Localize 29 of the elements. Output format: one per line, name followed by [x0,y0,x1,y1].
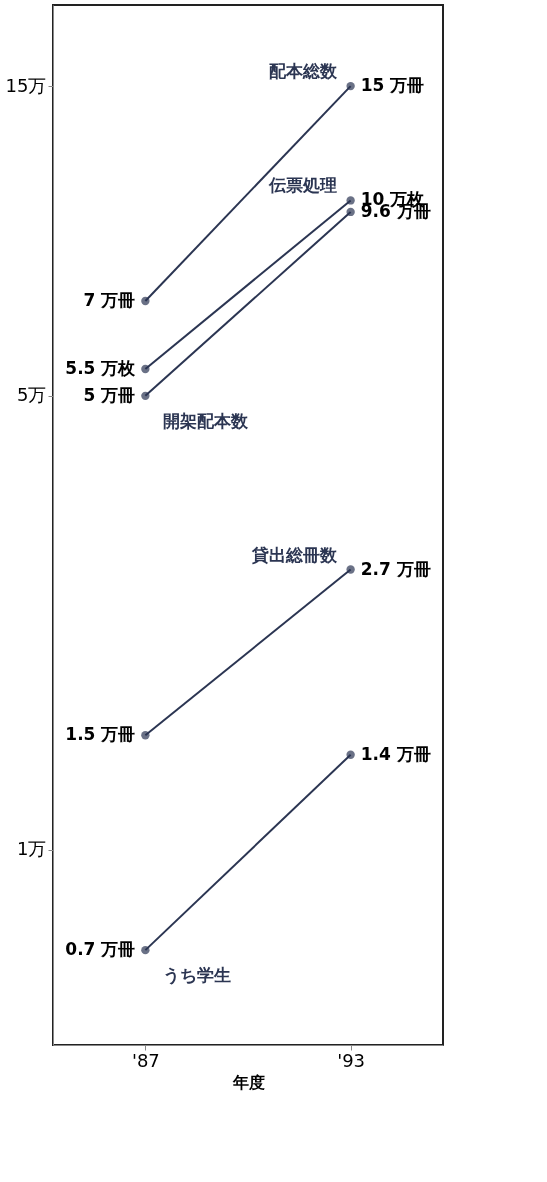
point [346,565,355,574]
data-label: 1.5 万冊 [65,724,136,745]
point [346,81,355,91]
point [141,731,150,740]
y-tick-label: 15万 [5,74,47,96]
data-label: 15 万冊 [360,75,425,96]
data-label: 7 万冊 [83,289,136,310]
data-label: 5.5 万枚 [65,357,137,378]
point [346,750,355,759]
point [141,296,150,306]
series-label: 開架配本数 [163,410,250,431]
series-label: うち学生 [163,965,232,986]
data-label: 0.7 万冊 [65,939,136,960]
point [346,196,355,205]
series-label: 配本総数 [268,61,338,82]
x-tick-label: '93 [337,1049,366,1071]
data-label: 2.7 万冊 [360,558,431,579]
x-axis-title: 年度 [231,1072,265,1092]
series-label: 伝票処理 [267,175,337,196]
data-label: 1.4 万冊 [360,743,431,764]
series-label: 貸出総冊数 [250,544,338,565]
data-label: 5 万冊 [83,384,136,405]
point [346,207,355,217]
y-tick-label: 5万 [17,384,47,406]
point [141,945,150,955]
x-tick-label: '87 [131,1049,160,1071]
point [141,391,150,401]
point [141,364,150,374]
y-tick-label: 1万 [17,838,47,860]
